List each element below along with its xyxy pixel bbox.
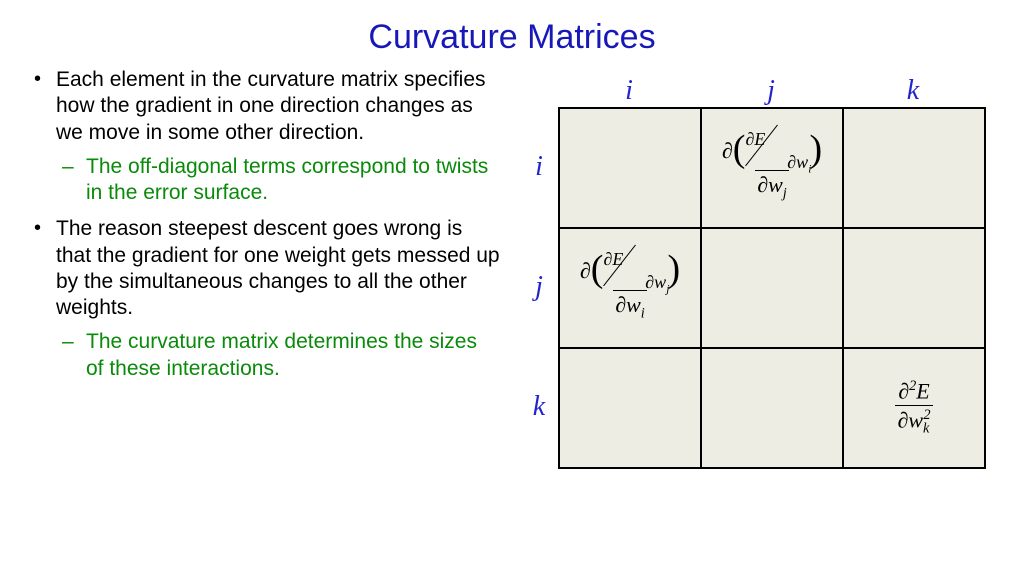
content-row: Each element in the curvature matrix spe…: [0, 67, 1024, 469]
bullet-item: Each element in the curvature matrix spe…: [30, 67, 500, 146]
bullet-list: Each element in the curvature matrix spe…: [30, 67, 500, 469]
matrix-grid: ∂(∂E∂wi) ∂wj ∂(∂E∂wj) ∂wi: [558, 107, 986, 469]
cell-0-2: [843, 108, 985, 228]
matrix-panel: i j k i j k ∂(∂E∂wi) ∂wj: [520, 67, 994, 469]
cell-2-0: [559, 348, 701, 468]
row-label-k: k: [520, 347, 558, 467]
col-label-i: i: [558, 75, 700, 107]
cell-2-1: [701, 348, 843, 468]
page-title: Curvature Matrices: [0, 0, 1024, 67]
col-label-k: k: [842, 75, 984, 107]
cell-1-2: [843, 228, 985, 348]
cell-2-2: ∂2E ∂wk2: [843, 348, 985, 468]
bullet-item: The reason steepest descent goes wrong i…: [30, 216, 500, 321]
row-label-j: j: [520, 227, 558, 347]
matrix-col-labels: i j k: [520, 75, 994, 107]
cell-0-1: ∂(∂E∂wi) ∂wj: [701, 108, 843, 228]
matrix-row-labels: i j k: [520, 107, 558, 469]
cell-0-0: [559, 108, 701, 228]
col-label-j: j: [700, 75, 842, 107]
row-label-i: i: [520, 107, 558, 227]
bullet-subitem: The curvature matrix determines the size…: [30, 329, 500, 382]
cell-1-0: ∂(∂E∂wj) ∂wi: [559, 228, 701, 348]
cell-1-1: [701, 228, 843, 348]
bullet-subitem: The off-diagonal terms correspond to twi…: [30, 154, 500, 207]
